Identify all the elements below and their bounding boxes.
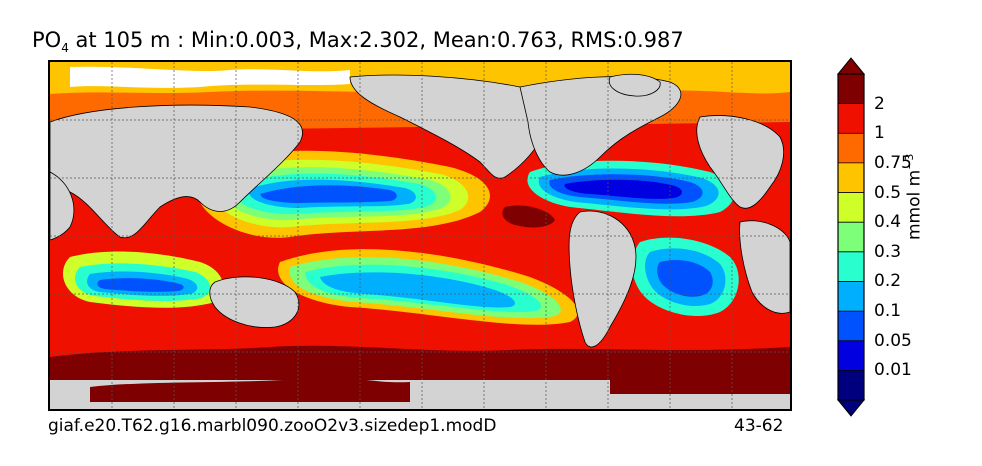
colorbar-tick-label: 0.3	[874, 241, 902, 262]
north-america-west	[349, 74, 551, 179]
graticule	[50, 62, 790, 409]
na-gyre-0.01	[564, 179, 683, 199]
units-exp: −3	[903, 153, 916, 170]
colorbar-band	[838, 281, 864, 312]
colorbar-band	[838, 370, 864, 400]
colorbar-units: mmol m−3	[903, 154, 925, 240]
colorbar-band	[838, 162, 864, 193]
colorbar-tick-label: 2	[874, 93, 885, 114]
colorbar-frame	[837, 73, 865, 401]
colorbar-tick-label: 0.2	[874, 271, 902, 292]
colorbar	[836, 57, 866, 417]
asia	[50, 104, 303, 239]
europe-africa	[696, 115, 784, 209]
units-base: mmol m	[904, 169, 925, 240]
ocean-map	[48, 60, 792, 411]
colorbar-tick-label: 0.01	[874, 360, 912, 381]
colorbar-tick-label: 0.05	[874, 330, 912, 351]
colorbar-tick-label: 0.75	[874, 152, 912, 173]
colorbar-band	[838, 192, 864, 223]
map-canvas	[50, 62, 790, 409]
greenland	[608, 73, 661, 97]
africa-east	[50, 171, 75, 241]
io-gyre-0.05	[97, 278, 184, 292]
etp-max	[502, 205, 555, 228]
colorbar-tick-label: 0.1	[874, 301, 902, 322]
sp-gyre-0.1	[320, 272, 515, 308]
africa-south	[739, 220, 790, 314]
colorbar-band	[838, 133, 864, 163]
australia	[209, 276, 300, 328]
title-variable: PO	[32, 28, 62, 52]
colorbar-band	[838, 74, 864, 104]
colorbar-band	[838, 251, 864, 282]
antarctic-shelf-left	[90, 377, 410, 402]
colorbar-min-arrow	[836, 399, 866, 417]
title-stats: at 105 m : Min:0.003, Max:2.302, Mean:0.…	[68, 28, 684, 52]
south-america	[568, 210, 637, 348]
colorbar-band	[838, 222, 864, 252]
sea-ice	[70, 66, 350, 88]
colorbar-tick-label: 0.5	[874, 182, 902, 203]
colorbar-max-arrow	[836, 57, 866, 75]
case-name: giaf.e20.T62.g16.marbl090.zooO2v3.sizede…	[48, 416, 497, 436]
year-range: 43-62	[734, 416, 784, 436]
plot-title: PO4 at 105 m : Min:0.003, Max:2.302, Mea…	[32, 28, 684, 55]
colorbar-band	[838, 103, 864, 134]
sa-gyre-0.05	[657, 260, 713, 297]
colorbar-band	[838, 340, 864, 371]
colorbar-tick-label: 1	[874, 123, 885, 144]
colorbar-tick-label: 0.4	[874, 212, 902, 233]
title-subscript: 4	[61, 41, 69, 56]
antarctic-shelf-right	[610, 374, 790, 394]
colorbar-band	[838, 311, 864, 341]
np-gyre-0.05	[260, 185, 397, 203]
colorbar-bands	[838, 74, 864, 400]
